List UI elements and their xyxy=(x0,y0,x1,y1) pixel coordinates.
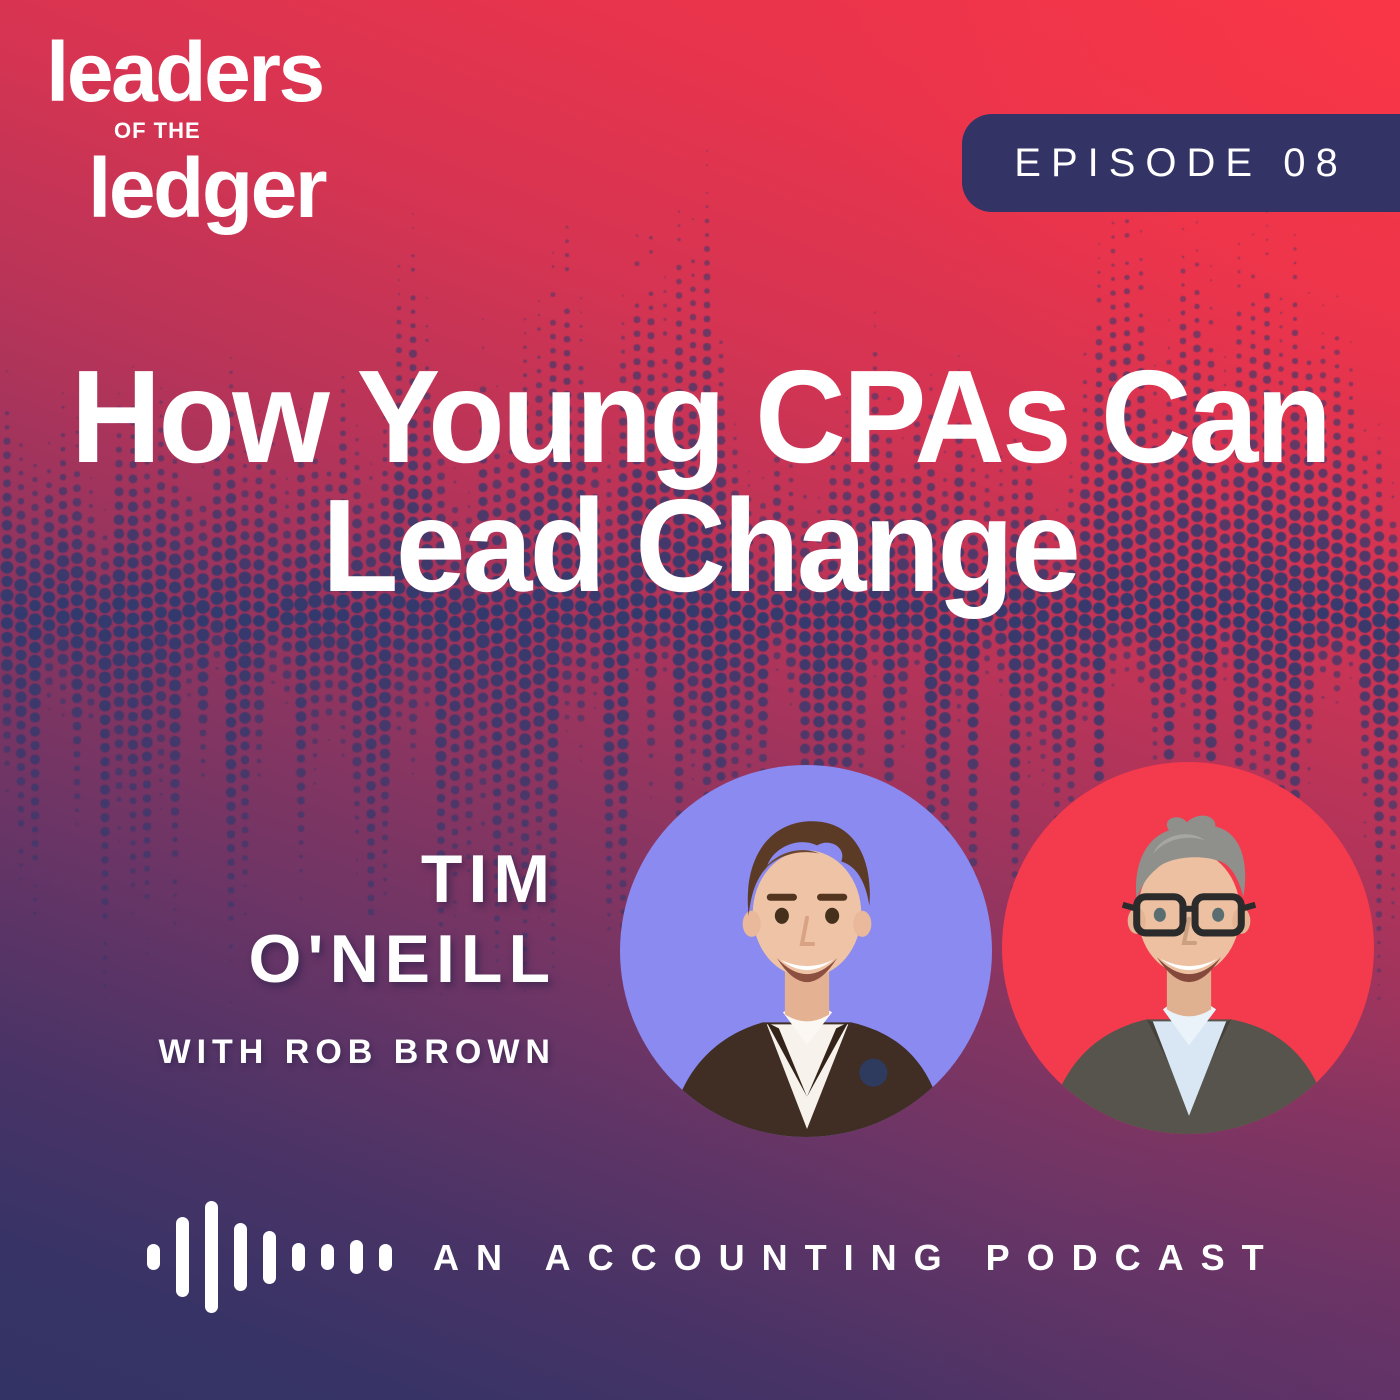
guest-name-block: TIM O'NEILL WITH ROB BROWN xyxy=(0,845,556,1072)
episode-title: How Young CPAs Can Lead Change xyxy=(0,343,1400,619)
waveform-bar xyxy=(147,1244,160,1270)
podcast-tagline: AN ACCOUNTING PODCAST xyxy=(433,1237,1281,1278)
waveform-icon xyxy=(147,1198,408,1316)
show-logo: leaders OF THE ledger xyxy=(46,25,328,235)
waveform-bar xyxy=(205,1201,218,1313)
waveform-bar xyxy=(176,1217,189,1297)
episode-badge-label: EPISODE 08 xyxy=(1014,140,1348,185)
episode-title-line-2: Lead Change xyxy=(321,472,1081,619)
logo-word-of-the: OF THE xyxy=(114,118,201,143)
host-portrait-illustration xyxy=(1002,762,1374,1134)
guest-portrait-illustration xyxy=(620,765,992,1137)
host-portrait xyxy=(1002,762,1374,1134)
logo-word-leaders: leaders xyxy=(46,25,325,119)
guest-last-name: O'NEILL xyxy=(248,921,556,997)
guest-portrait xyxy=(620,765,992,1137)
episode-title-line-1: How Young CPAs Can xyxy=(70,343,1332,490)
episode-badge: EPISODE 08 xyxy=(962,114,1400,212)
guest-first-name: TIM xyxy=(420,841,556,917)
waveform-bar xyxy=(379,1243,392,1271)
waveform-bar xyxy=(321,1244,334,1270)
waveform-bar xyxy=(263,1230,276,1284)
waveform-bar xyxy=(234,1223,247,1291)
waveform-bar xyxy=(292,1243,305,1271)
waveform-bar xyxy=(350,1240,363,1274)
logo-word-ledger: ledger xyxy=(88,141,328,235)
with-host-label: WITH ROB BROWN xyxy=(158,1033,556,1071)
